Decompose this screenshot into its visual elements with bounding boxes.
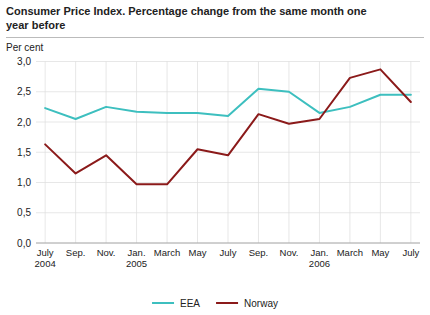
grid-line (349, 62, 350, 244)
x-tick-label: July (402, 247, 419, 258)
grid-line (45, 62, 46, 244)
y-tick-label: 2,5 (17, 86, 31, 97)
x-tick-label: Nov. (97, 247, 116, 258)
x-tick-label: March (154, 247, 180, 258)
x-axis (36, 243, 420, 244)
x-tick-label: Sep. (66, 247, 86, 258)
y-tick-label: 1,0 (17, 177, 31, 188)
x-tick-label: Jan.2005 (126, 247, 147, 269)
legend: EEA Norway (152, 298, 278, 309)
series-line (45, 69, 411, 184)
legend-swatch (216, 302, 238, 304)
grid-line (136, 62, 137, 244)
grid-line (410, 62, 411, 244)
grid-line (288, 62, 289, 244)
y-tick-label: 1,5 (17, 147, 31, 158)
series-line (45, 89, 411, 119)
grid-line (75, 62, 76, 244)
y-tick-label: 0,5 (17, 207, 31, 218)
legend-label: Norway (244, 298, 278, 309)
y-tick-label: 2,0 (17, 117, 31, 128)
x-tick-label: Jan.2006 (309, 247, 330, 269)
grid-line (197, 62, 198, 244)
plot-area (45, 69, 411, 184)
legend-label: EEA (180, 298, 200, 309)
x-tick-label: Sep. (249, 247, 269, 258)
x-tick-label: May (189, 247, 207, 258)
grid-line (106, 62, 107, 244)
separator (6, 37, 424, 38)
grid-line (228, 62, 229, 244)
y-axis-label: Per cent (6, 42, 43, 53)
grid-line (167, 62, 168, 244)
x-tick-label: May (371, 247, 389, 258)
x-tick-label: July2004 (35, 247, 56, 269)
y-tick-label: 0,0 (17, 238, 31, 249)
x-tick-label: March (337, 247, 363, 258)
x-tick-label: Nov. (280, 247, 299, 258)
legend-swatch (152, 302, 174, 304)
grid-line (380, 62, 381, 244)
y-tick-label: 3,0 (17, 56, 31, 67)
chart: Consumer Price Index. Percentage change … (0, 0, 430, 315)
grid-line (36, 243, 420, 244)
title: Consumer Price Index. Percentage change … (6, 5, 367, 31)
x-tick-label: July (220, 247, 237, 258)
grid-line (319, 62, 320, 244)
